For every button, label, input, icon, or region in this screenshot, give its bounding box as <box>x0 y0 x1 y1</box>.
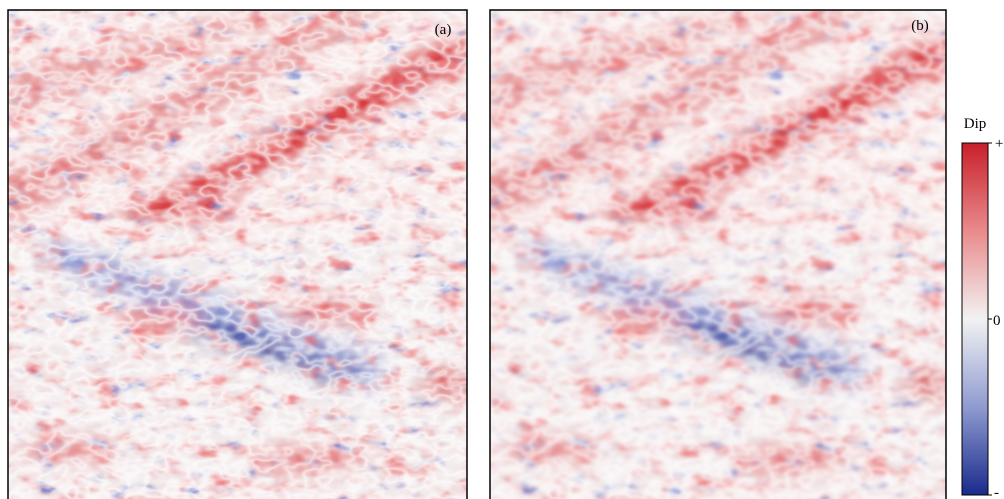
colorbar-title: Dip <box>964 116 987 132</box>
colorbar <box>961 142 989 496</box>
panel-label: (a) <box>435 22 452 38</box>
colorbar-label: - <box>994 485 999 499</box>
panel-b-frame <box>489 9 947 499</box>
panel-a-frame <box>7 9 468 499</box>
panel-label: (b) <box>911 18 929 34</box>
panel-a-image <box>0 10 476 499</box>
colorbar-label: 0 <box>993 313 1001 329</box>
colorbar-label: + <box>995 136 1003 152</box>
panel-b-image <box>480 10 958 499</box>
